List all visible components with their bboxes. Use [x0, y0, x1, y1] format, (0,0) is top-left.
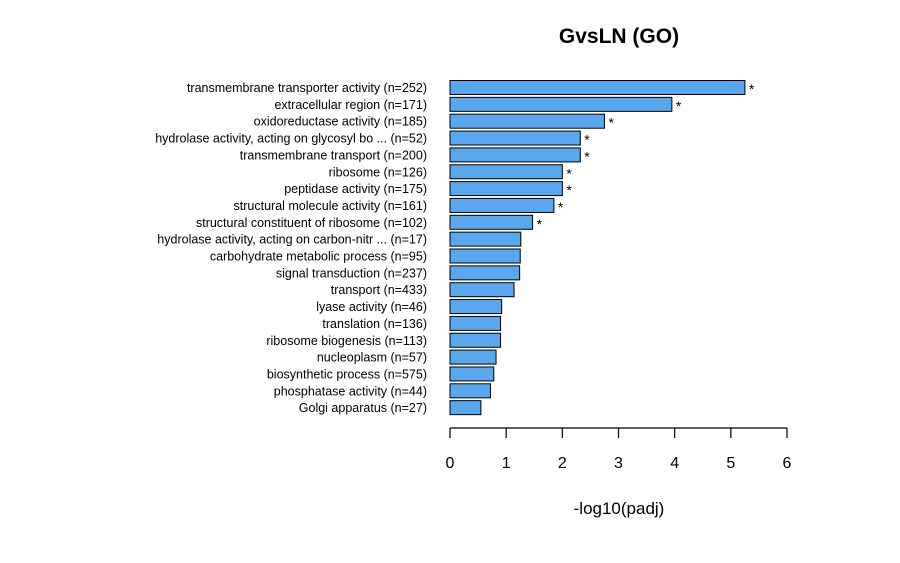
category-label: structural molecule activity (n=161) — [234, 199, 427, 213]
category-label: transmembrane transporter activity (n=25… — [187, 81, 427, 95]
category-label: transmembrane transport (n=200) — [240, 148, 427, 162]
bar — [449, 400, 482, 416]
significance-marker: * — [584, 132, 590, 148]
bar — [449, 197, 555, 213]
significance-marker: * — [537, 216, 543, 232]
bar — [449, 349, 497, 365]
bars-group — [449, 80, 746, 416]
bar — [449, 214, 534, 230]
category-label: ribosome (n=126) — [329, 165, 427, 179]
bar — [449, 231, 522, 247]
category-label: transport (n=433) — [331, 283, 427, 297]
category-label: ribosome biogenesis (n=113) — [266, 334, 427, 348]
category-label: lyase activity (n=46) — [316, 300, 427, 314]
bar — [449, 113, 605, 129]
significance-marker: * — [558, 199, 564, 215]
bar — [449, 96, 673, 112]
category-label: oxidoreductase activity (n=185) — [254, 115, 427, 129]
x-tick-label: 0 — [446, 455, 455, 472]
bar — [449, 80, 746, 95]
x-tick-label: 2 — [558, 455, 567, 472]
x-tick-label: 6 — [783, 455, 792, 472]
bar — [449, 332, 502, 348]
bar — [449, 383, 491, 399]
bar — [449, 299, 503, 315]
x-axis: 0 1 2 3 4 5 6 — [446, 427, 792, 472]
bar — [449, 282, 515, 298]
bar — [449, 181, 563, 197]
significance-marker: * — [566, 182, 572, 198]
bar — [449, 265, 521, 281]
category-label: phosphatase activity (n=44) — [274, 384, 427, 398]
x-tick-label: 4 — [670, 455, 679, 472]
category-label: extracellular region (n=171) — [274, 98, 427, 112]
bar — [449, 248, 521, 264]
category-label: signal transduction (n=237) — [276, 266, 427, 280]
significance-marker: * — [676, 98, 682, 114]
significance-marker: * — [566, 165, 572, 181]
category-label: translation (n=136) — [322, 317, 427, 331]
category-label: carbohydrate metabolic process (n=95) — [210, 250, 427, 264]
category-label: biosynthetic process (n=575) — [267, 367, 427, 381]
bar — [449, 315, 502, 331]
x-axis-title: -log10(padj) — [574, 499, 665, 518]
bar — [449, 164, 563, 180]
category-label: Golgi apparatus (n=27) — [299, 401, 427, 415]
x-tick-label: 3 — [614, 455, 623, 472]
significance-markers: ********* — [537, 81, 755, 232]
significance-marker: * — [584, 148, 590, 164]
category-label: hydrolase activity, acting on glycosyl b… — [155, 132, 427, 146]
category-label: structural constituent of ribosome (n=10… — [196, 216, 427, 230]
bar — [449, 147, 581, 163]
x-tick-label: 5 — [726, 455, 735, 472]
significance-marker: * — [608, 115, 614, 131]
category-label: peptidase activity (n=175) — [284, 182, 427, 196]
significance-marker: * — [749, 81, 755, 97]
category-label: nucleoplasm (n=57) — [317, 351, 427, 365]
chart-title: GvsLN (GO) — [559, 25, 679, 48]
category-label: hydrolase activity, acting on carbon-nit… — [157, 233, 427, 247]
bar — [449, 130, 581, 146]
x-tick-label: 1 — [502, 455, 511, 472]
category-labels: transmembrane transporter activity (n=25… — [155, 81, 427, 415]
bar — [449, 366, 495, 382]
